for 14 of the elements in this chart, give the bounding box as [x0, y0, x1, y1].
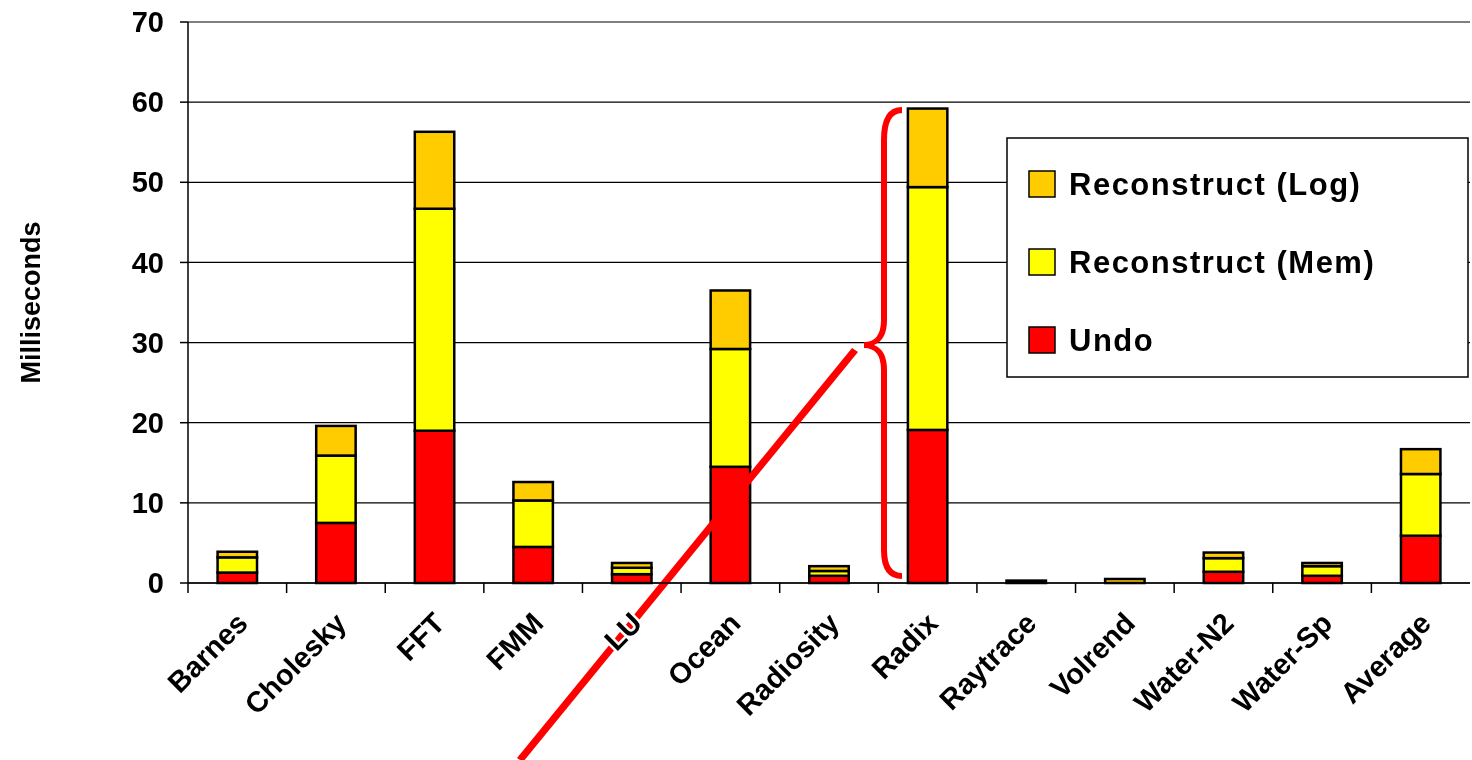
legend-label: Undo	[1069, 322, 1155, 358]
y-tick-label: 0	[147, 567, 164, 600]
x-tick-label: LU	[598, 606, 649, 657]
y-tick-label: 60	[131, 86, 164, 119]
y-tick-label: 40	[131, 246, 164, 279]
y-tick-label: 30	[131, 326, 164, 359]
y-tick-label: 10	[131, 487, 164, 520]
legend-label: Reconstruct (Log)	[1069, 166, 1362, 202]
legend-label: Reconstruct (Mem)	[1069, 244, 1376, 280]
y-tick-label: 20	[131, 406, 164, 439]
y-tick-label: 50	[131, 166, 164, 199]
y-tick-label: 70	[131, 6, 164, 39]
bar	[808, 564, 850, 573]
y-axis-title: Milliseconds	[16, 221, 46, 384]
